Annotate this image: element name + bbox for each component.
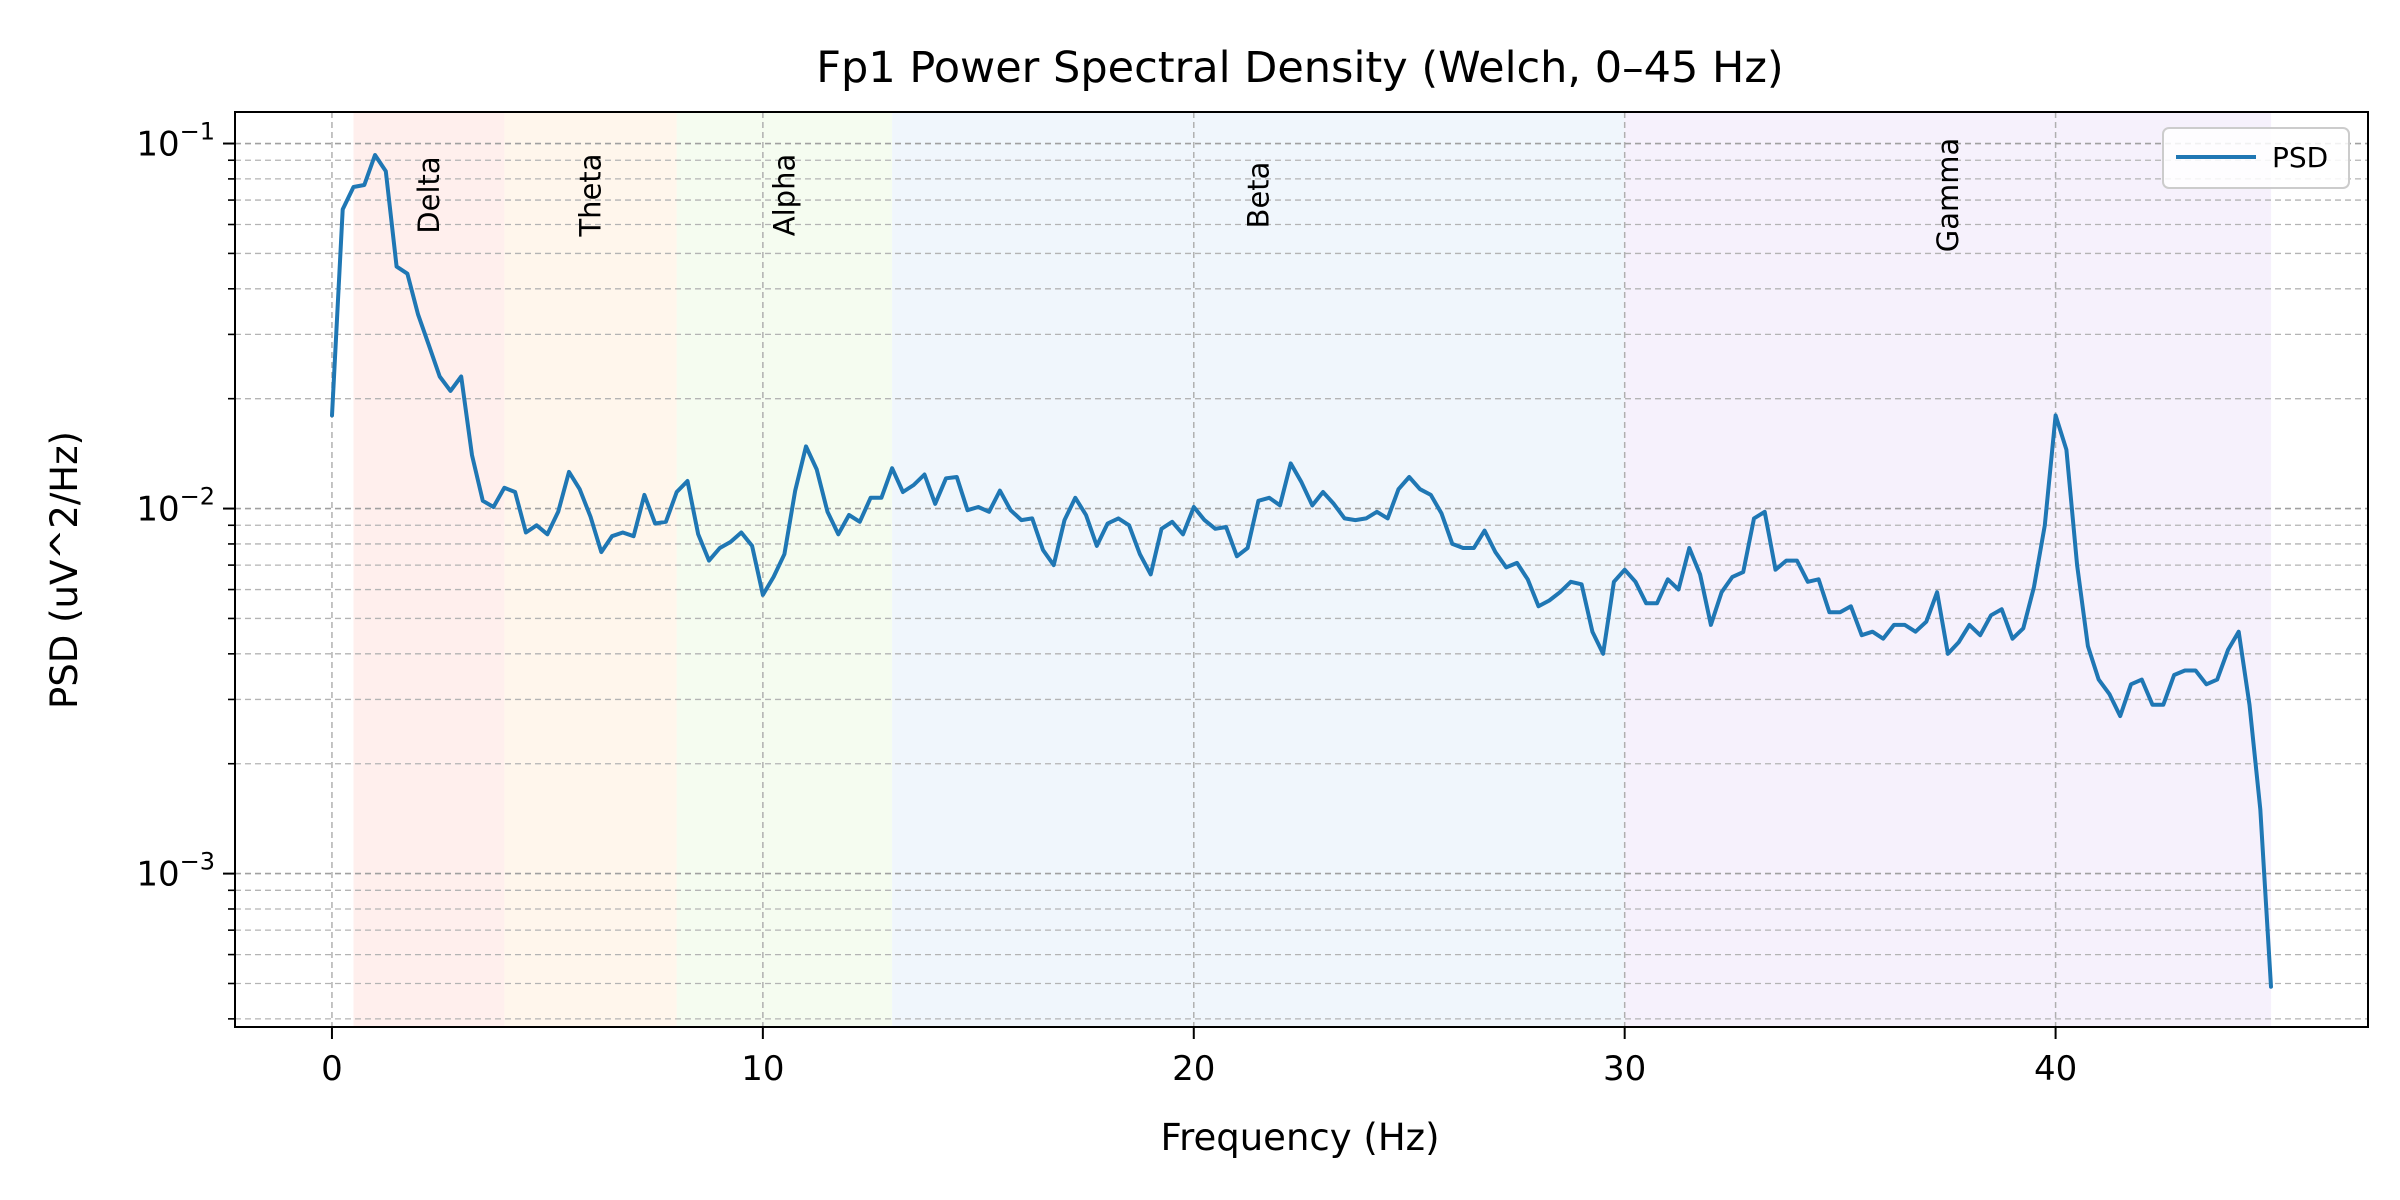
band-label-beta: Beta (1241, 162, 1275, 229)
band-label-alpha: Alpha (767, 154, 801, 236)
band-beta (892, 112, 1625, 1027)
band-delta (353, 112, 505, 1027)
y-tick-label: 10−2 (136, 483, 215, 530)
legend: PSD (2162, 127, 2350, 189)
x-tick-label: 10 (741, 1049, 784, 1089)
band-label-theta: Theta (574, 153, 608, 237)
x-axis-ticks: 0 10 20 30 40 (321, 1027, 2077, 1089)
x-tick-label: 30 (1603, 1049, 1646, 1089)
legend-label-psd: PSD (2272, 141, 2328, 174)
band-label-gamma: Gamma (1931, 138, 1965, 253)
series-line-psd (330, 153, 2273, 989)
band-labels: Delta Theta Alpha Beta Gamma (412, 138, 1965, 253)
band-theta (504, 112, 677, 1027)
chart-title: Fp1 Power Spectral Density (Welch, 0–45 … (816, 43, 1783, 93)
y-tick-label: 10−1 (136, 118, 215, 165)
x-tick-label: 20 (1172, 1049, 1215, 1089)
band-alpha (676, 112, 893, 1027)
y-axis-ticks: 10−3 10−2 10−1 (136, 118, 235, 1020)
x-axis-label: Frequency (Hz) (1160, 1116, 1439, 1159)
x-tick-label: 40 (2034, 1049, 2077, 1089)
x-tick-label: 0 (321, 1049, 343, 1089)
band-label-delta: Delta (412, 156, 446, 233)
y-tick-label: 10−3 (136, 848, 215, 895)
grid-lines (235, 112, 2368, 1027)
plot-frame (234, 111, 2369, 1028)
series-layer (330, 153, 2273, 989)
frequency-bands (353, 112, 2272, 1027)
band-gamma (1624, 112, 2272, 1027)
y-axis-label: PSD (uV^2/Hz) (43, 431, 86, 709)
